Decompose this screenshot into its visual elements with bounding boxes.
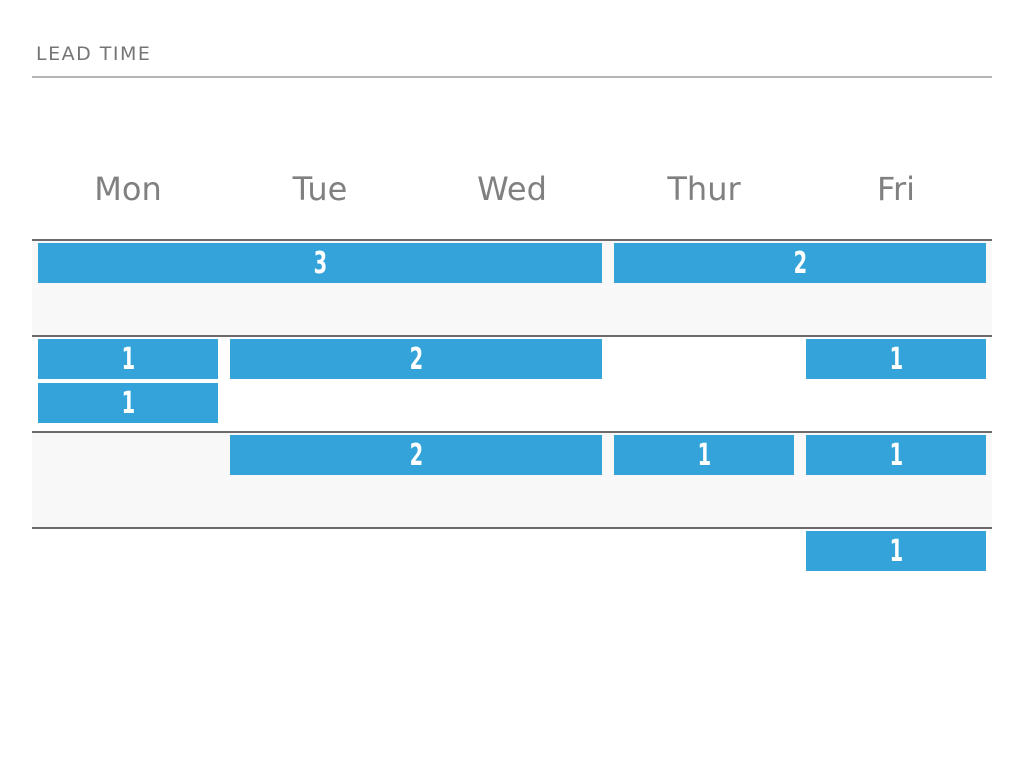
lane-divider	[32, 335, 992, 337]
lead-time-block: 2	[230, 339, 602, 379]
day-header-tue: Tue	[292, 170, 348, 208]
lead-time-block: 1	[38, 339, 218, 379]
block-count-label: 2	[793, 245, 807, 281]
lead-time-block: 1	[806, 339, 986, 379]
lane-divider	[32, 239, 992, 241]
block-count-label: 1	[121, 341, 135, 377]
block-count-label: 3	[313, 245, 327, 281]
lead-time-block: 1	[38, 383, 218, 423]
slide-title: LEAD TIME	[36, 43, 152, 65]
block-count-label: 1	[889, 341, 903, 377]
block-count-label: 2	[409, 437, 423, 473]
lead-time-block: 1	[806, 531, 986, 571]
block-count-label: 1	[121, 385, 135, 421]
lane-divider	[32, 431, 992, 433]
day-header-mon: Mon	[94, 170, 162, 208]
block-count-label: 1	[697, 437, 711, 473]
block-count-label: 1	[889, 533, 903, 569]
lead-time-block: 2	[230, 435, 602, 475]
lead-time-block: 1	[806, 435, 986, 475]
lead-time-block: 1	[614, 435, 794, 475]
day-header-wed: Wed	[477, 170, 547, 208]
block-count-label: 2	[409, 341, 423, 377]
lead-time-block: 2	[614, 243, 986, 283]
day-header-fri: Fri	[876, 170, 916, 208]
day-header-thur: Thur	[667, 170, 741, 208]
title-divider	[32, 76, 992, 78]
lane-divider	[32, 527, 992, 529]
block-count-label: 1	[889, 437, 903, 473]
lead-time-block: 3	[38, 243, 602, 283]
